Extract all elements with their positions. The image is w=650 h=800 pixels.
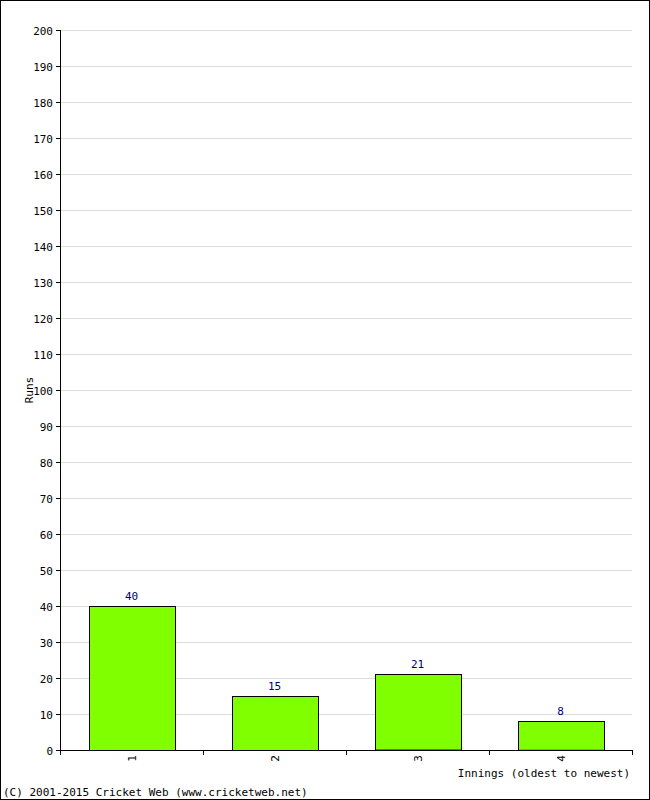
grid bbox=[60, 31, 632, 751]
y-tick-label: 160 bbox=[33, 169, 53, 182]
bar bbox=[233, 697, 319, 751]
y-tick bbox=[56, 606, 60, 607]
grid-line bbox=[60, 138, 632, 139]
x-tick bbox=[632, 750, 633, 755]
y-tick bbox=[56, 354, 60, 355]
y-tick bbox=[56, 390, 60, 391]
y-tick-label: 200 bbox=[33, 25, 53, 38]
y-tick-label: 170 bbox=[33, 133, 53, 146]
y-tick bbox=[56, 750, 60, 751]
bar bbox=[90, 607, 176, 751]
y-tick bbox=[56, 570, 60, 571]
bars bbox=[90, 607, 605, 751]
y-tick bbox=[56, 210, 60, 211]
y-tick bbox=[56, 498, 60, 499]
data-label: 21 bbox=[411, 658, 424, 671]
x-tick bbox=[346, 750, 347, 755]
frame bbox=[1, 1, 650, 800]
x-tick-label: 1 bbox=[126, 755, 139, 762]
y-tick bbox=[56, 426, 60, 427]
y-axis bbox=[60, 30, 61, 750]
grid-line bbox=[60, 174, 632, 175]
y-tick-label: 80 bbox=[40, 457, 53, 470]
y-tick-label: 0 bbox=[46, 745, 53, 758]
grid-line bbox=[60, 102, 632, 103]
x-tick bbox=[489, 750, 490, 755]
y-axis-label: Runs bbox=[23, 377, 36, 404]
data-label: 15 bbox=[268, 680, 281, 693]
grid-line bbox=[60, 30, 632, 31]
grid-line bbox=[60, 282, 632, 283]
bar bbox=[376, 675, 462, 751]
x-tick-label: 3 bbox=[412, 755, 425, 762]
bar bbox=[519, 722, 605, 751]
x-tick-label: 2 bbox=[269, 755, 282, 762]
grid-line bbox=[60, 66, 632, 67]
x-axis-label: Innings (oldest to newest) bbox=[458, 767, 630, 780]
y-tick bbox=[56, 102, 60, 103]
y-tick-label: 140 bbox=[33, 241, 53, 254]
y-tick-label: 50 bbox=[40, 565, 53, 578]
y-tick bbox=[56, 30, 60, 31]
grid-line bbox=[60, 534, 632, 535]
chart: 0102030405060708090100110120130140150160… bbox=[0, 0, 650, 800]
y-tick bbox=[56, 462, 60, 463]
y-tick bbox=[56, 66, 60, 67]
y-tick-label: 130 bbox=[33, 277, 53, 290]
y-tick-label: 190 bbox=[33, 61, 53, 74]
y-tick bbox=[56, 246, 60, 247]
annotation: (C) 2001-2015 Cricket Web (www.cricketwe… bbox=[3, 786, 308, 799]
grid-line bbox=[60, 210, 632, 211]
y-tick-label: 10 bbox=[40, 709, 53, 722]
y-tick-label: 110 bbox=[33, 349, 53, 362]
y-tick-label: 60 bbox=[40, 529, 53, 542]
y-tick-label: 20 bbox=[40, 673, 53, 686]
grid-line bbox=[60, 498, 632, 499]
x-tick bbox=[203, 750, 204, 755]
y-tick-label: 30 bbox=[40, 637, 53, 650]
grid-line bbox=[60, 354, 632, 355]
grid-line bbox=[60, 462, 632, 463]
grid-line bbox=[60, 318, 632, 319]
y-tick bbox=[56, 678, 60, 679]
grid-line bbox=[60, 246, 632, 247]
y-tick-label: 180 bbox=[33, 97, 53, 110]
x-tick bbox=[60, 750, 61, 755]
y-tick bbox=[56, 318, 60, 319]
y-tick-label: 70 bbox=[40, 493, 53, 506]
y-tick bbox=[56, 714, 60, 715]
y-tick bbox=[56, 534, 60, 535]
grid-line bbox=[60, 390, 632, 391]
grid-line bbox=[60, 570, 632, 571]
y-tick bbox=[56, 138, 60, 139]
y-tick-label: 100 bbox=[33, 385, 53, 398]
y-tick bbox=[56, 282, 60, 283]
x-tick-label: 4 bbox=[555, 755, 568, 762]
grid-line bbox=[60, 426, 632, 427]
y-tick bbox=[56, 642, 60, 643]
y-tick-label: 40 bbox=[40, 601, 53, 614]
data-label: 8 bbox=[557, 705, 564, 718]
y-tick bbox=[56, 174, 60, 175]
y-tick-label: 120 bbox=[33, 313, 53, 326]
y-tick-label: 90 bbox=[40, 421, 53, 434]
y-tick-label: 150 bbox=[33, 205, 53, 218]
data-label: 40 bbox=[125, 590, 138, 603]
